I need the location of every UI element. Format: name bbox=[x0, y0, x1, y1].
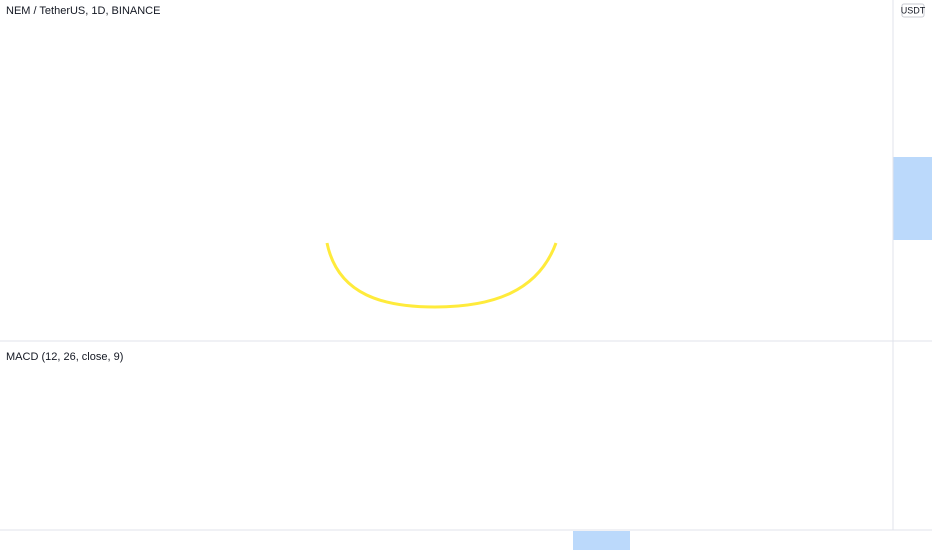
currency-box[interactable] bbox=[901, 3, 925, 18]
price-axis-bg bbox=[893, 0, 932, 550]
macd-title: MACD (12, 26, close, 9) bbox=[6, 351, 123, 363]
time-highlight bbox=[573, 531, 630, 550]
axis-range-highlight bbox=[893, 157, 932, 240]
cup-drawing bbox=[325, 242, 558, 309]
chart-title: NEM / TetherUS, 1D, BINANCE bbox=[6, 5, 160, 17]
currency: USDT bbox=[901, 5, 926, 15]
